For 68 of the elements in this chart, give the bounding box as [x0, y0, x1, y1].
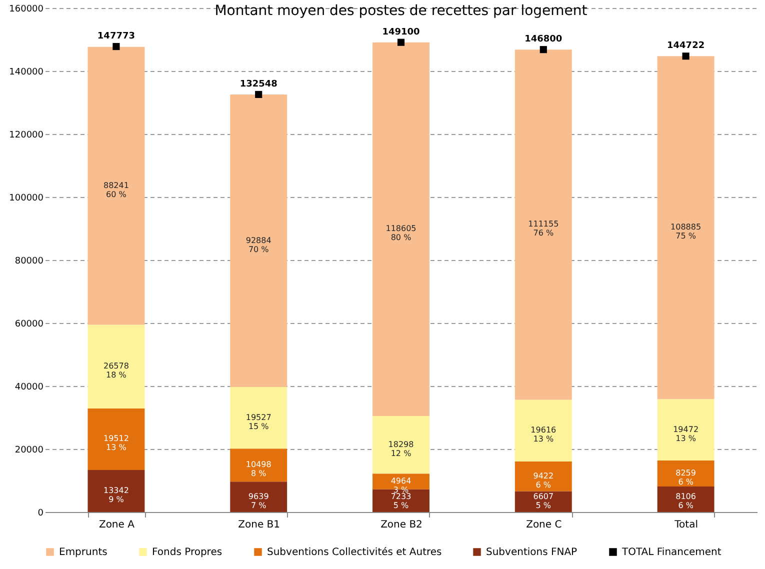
x-tick-label: Zone B1: [238, 520, 280, 530]
x-tick-label: Zone B2: [380, 520, 422, 530]
y-tick-label: 160000: [9, 4, 44, 14]
chart-title: Montant moyen des postes de recettes par logement: [214, 3, 588, 19]
point: [112, 42, 120, 50]
data-label: 7233 5 %: [390, 492, 412, 510]
bar: [372, 42, 430, 416]
bar: [514, 50, 572, 400]
data-label: 10498 8 %: [246, 460, 272, 478]
bar: [514, 491, 572, 512]
bar: [657, 399, 714, 460]
y-tick-label: 40000: [14, 382, 44, 392]
bar: [230, 94, 288, 388]
point: [540, 46, 547, 54]
data-label: 19512 13 %: [103, 434, 129, 452]
legend-label: Emprunts: [59, 547, 108, 558]
data-label: 9422 6 %: [533, 471, 554, 490]
bar: [657, 460, 714, 486]
data-label: 146800: [524, 34, 562, 45]
point: [682, 52, 690, 60]
data-label: 4964 3 %: [390, 476, 412, 494]
data-label: 9639 7 %: [248, 492, 269, 510]
data-label: 88241 60 %: [103, 180, 129, 199]
y-tick-label: 140000: [9, 68, 44, 78]
data-label: 26578 18 %: [103, 362, 129, 380]
data-label: 18298 12 %: [388, 440, 414, 458]
data-label: 111155 76 %: [528, 220, 559, 238]
data-label: 144722: [667, 41, 705, 52]
data-label: 19616 13 %: [530, 426, 556, 444]
legend-label: Subventions Collectivités et Autres: [267, 547, 442, 558]
bar: [88, 408, 145, 470]
data-label: 132548: [240, 79, 278, 90]
data-label: 6607 5 %: [533, 492, 554, 510]
y-tick-label: 120000: [9, 130, 44, 140]
bar: [88, 470, 145, 512]
y-tick-label: 80000: [14, 256, 44, 266]
y-tick-label: 20000: [14, 446, 44, 456]
data-label: 13342 9 %: [103, 486, 129, 504]
y-tick-label: 60000: [14, 320, 44, 330]
x-tick-label: Total: [674, 520, 698, 530]
legend-label: TOTAL Financement: [621, 547, 722, 558]
data-label: 149100: [382, 27, 420, 38]
bar: [88, 324, 145, 409]
bar: [514, 400, 572, 462]
data-label: 19527 15 %: [246, 412, 272, 431]
bar: [230, 448, 288, 482]
y-tick-label: 100000: [9, 194, 44, 204]
legend-label: Subventions FNAP: [486, 547, 578, 558]
legend-label: Fonds Propres: [152, 547, 222, 558]
point: [255, 90, 262, 98]
bar: [230, 482, 288, 512]
data-label: 108885 75 %: [670, 222, 702, 241]
bar: [657, 486, 714, 512]
data-label: 8106 6 %: [676, 492, 696, 510]
x-tick-label: Zone A: [98, 520, 135, 530]
data-label: 19472 13 %: [673, 424, 699, 443]
data-label: 92884 70 %: [246, 236, 272, 254]
bar: [230, 387, 288, 449]
point: [397, 38, 405, 46]
bar: [88, 46, 145, 325]
bar: [657, 56, 714, 400]
bar: [372, 416, 430, 474]
data-label: 118605 80 %: [386, 224, 416, 242]
data-label: 8259 6 %: [676, 468, 696, 486]
data-label: 147773: [97, 32, 135, 42]
x-tick-label: Zone C: [526, 520, 562, 530]
bar: [514, 462, 572, 492]
y-tick-label: 0: [38, 508, 44, 518]
